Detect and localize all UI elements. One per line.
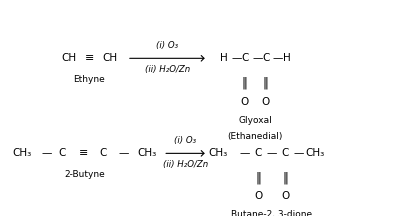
Text: O: O: [241, 97, 249, 106]
Text: H: H: [220, 53, 228, 63]
Text: C: C: [255, 148, 262, 158]
Text: —: —: [240, 148, 250, 158]
Text: (i) O₃: (i) O₃: [156, 41, 178, 50]
Text: CH₃: CH₃: [305, 148, 324, 158]
Text: C: C: [99, 148, 106, 158]
Text: C: C: [262, 53, 269, 63]
Text: ‖: ‖: [256, 172, 261, 185]
Text: O: O: [281, 191, 289, 201]
Text: Glyoxal: Glyoxal: [238, 116, 272, 125]
Text: Ethyne: Ethyne: [74, 75, 105, 84]
Text: H: H: [283, 53, 291, 63]
Text: —: —: [252, 53, 262, 63]
Text: —: —: [273, 53, 283, 63]
Text: —: —: [42, 148, 52, 158]
Text: —: —: [231, 53, 241, 63]
Text: C: C: [59, 148, 66, 158]
Text: ‖: ‖: [263, 77, 268, 90]
Text: CH₃: CH₃: [208, 148, 227, 158]
Text: —: —: [267, 148, 277, 158]
Text: ‖: ‖: [242, 77, 247, 90]
Text: C: C: [241, 53, 248, 63]
Text: 2-Butyne: 2-Butyne: [64, 170, 105, 179]
Text: (Ethanedial): (Ethanedial): [227, 132, 283, 141]
Text: O: O: [254, 191, 262, 201]
Text: O: O: [262, 97, 270, 106]
Text: CH: CH: [103, 53, 118, 63]
Text: (ii) H₂O/Zn: (ii) H₂O/Zn: [145, 65, 190, 74]
Text: ‖: ‖: [283, 172, 288, 185]
Text: —: —: [118, 148, 129, 158]
Text: ≡: ≡: [79, 148, 88, 158]
Text: ≡: ≡: [85, 53, 94, 63]
Text: Butane-2, 3-dione: Butane-2, 3-dione: [231, 210, 312, 216]
Text: CH₃: CH₃: [137, 148, 157, 158]
Text: CH: CH: [61, 53, 76, 63]
Text: —: —: [294, 148, 304, 158]
Text: C: C: [282, 148, 289, 158]
Text: CH₃: CH₃: [12, 148, 32, 158]
Text: (ii) H₂O/Zn: (ii) H₂O/Zn: [163, 160, 208, 169]
Text: (i) O₃: (i) O₃: [174, 136, 196, 145]
